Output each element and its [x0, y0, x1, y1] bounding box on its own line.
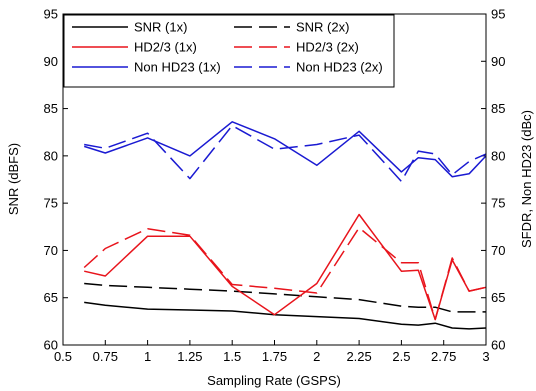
y2-tick-label: 90: [491, 54, 505, 69]
legend-label-2: SNR (2x): [296, 20, 349, 35]
x-tick-label: 3: [482, 349, 489, 364]
y-tick-label: 85: [44, 101, 58, 116]
x-axis: 0.5 0.75 1 1.25 1.5 1.75 2 2.25 2.5 2.75 3: [54, 340, 490, 364]
series-line-1: [84, 301, 487, 330]
plot-frame: [62, 13, 487, 346]
legend: SNR (1x) SNR (2x) HD2/3 (1x) HD2/3 (2x) Non …: [63, 14, 395, 88]
legend-label-6: Non HD23 (2x): [296, 60, 383, 75]
legend-label-4: HD2/3 (2x): [296, 40, 359, 55]
y2-tick-label: 65: [491, 290, 505, 305]
y-tick-label: 80: [44, 148, 58, 163]
legend-label-3: HD2/3 (1x): [134, 40, 197, 55]
x-tick-label: 1.75: [262, 349, 287, 364]
series-line-3: [84, 213, 487, 321]
x-tick-label: 1.25: [177, 349, 202, 364]
x-tick-label: 2.25: [346, 349, 371, 364]
x-tick-label: 1.5: [223, 349, 241, 364]
y-axis-title: SNR (dBFS): [6, 143, 21, 215]
plot-series: [83, 121, 487, 330]
y2-tick-label: 80: [491, 148, 505, 163]
x-axis-title: Sampling Rate (GSPS): [207, 373, 341, 388]
y-tick-label: 60: [44, 338, 58, 353]
series-line-2: [84, 282, 486, 313]
y-tick-label: 65: [44, 290, 58, 305]
x-tick-label: 1: [144, 349, 151, 364]
x-tick-label: 0.5: [54, 349, 72, 364]
y-tick-label: 95: [44, 7, 58, 22]
y-axis-left: 60 65 70 75 80 85 90 95: [44, 7, 68, 353]
series-line-4: [83, 226, 487, 321]
x-tick-label: 0.75: [93, 349, 118, 364]
y2-axis-title: SFDR, Non HD23 (dBc): [519, 110, 534, 248]
y-tick-label: 90: [44, 54, 58, 69]
x-tick-label: 2: [313, 349, 320, 364]
series-line-6: [84, 124, 487, 183]
y2-tick-label: 85: [491, 101, 505, 116]
y-tick-label: 70: [44, 243, 58, 258]
y-tick-label: 75: [44, 196, 58, 211]
y-axis-right: 60 65 70 75 80 85 90 95: [481, 7, 505, 353]
y2-tick-label: 95: [491, 7, 505, 22]
y2-tick-label: 70: [491, 243, 505, 258]
legend-label-1: SNR (1x): [134, 20, 187, 35]
x-tick-label: 2.75: [431, 349, 456, 364]
y2-tick-label: 75: [491, 196, 505, 211]
legend-label-5: Non HD23 (1x): [134, 60, 221, 75]
y2-tick-label: 60: [491, 338, 505, 353]
x-tick-label: 2.5: [392, 349, 410, 364]
series-line-5: [83, 121, 487, 178]
